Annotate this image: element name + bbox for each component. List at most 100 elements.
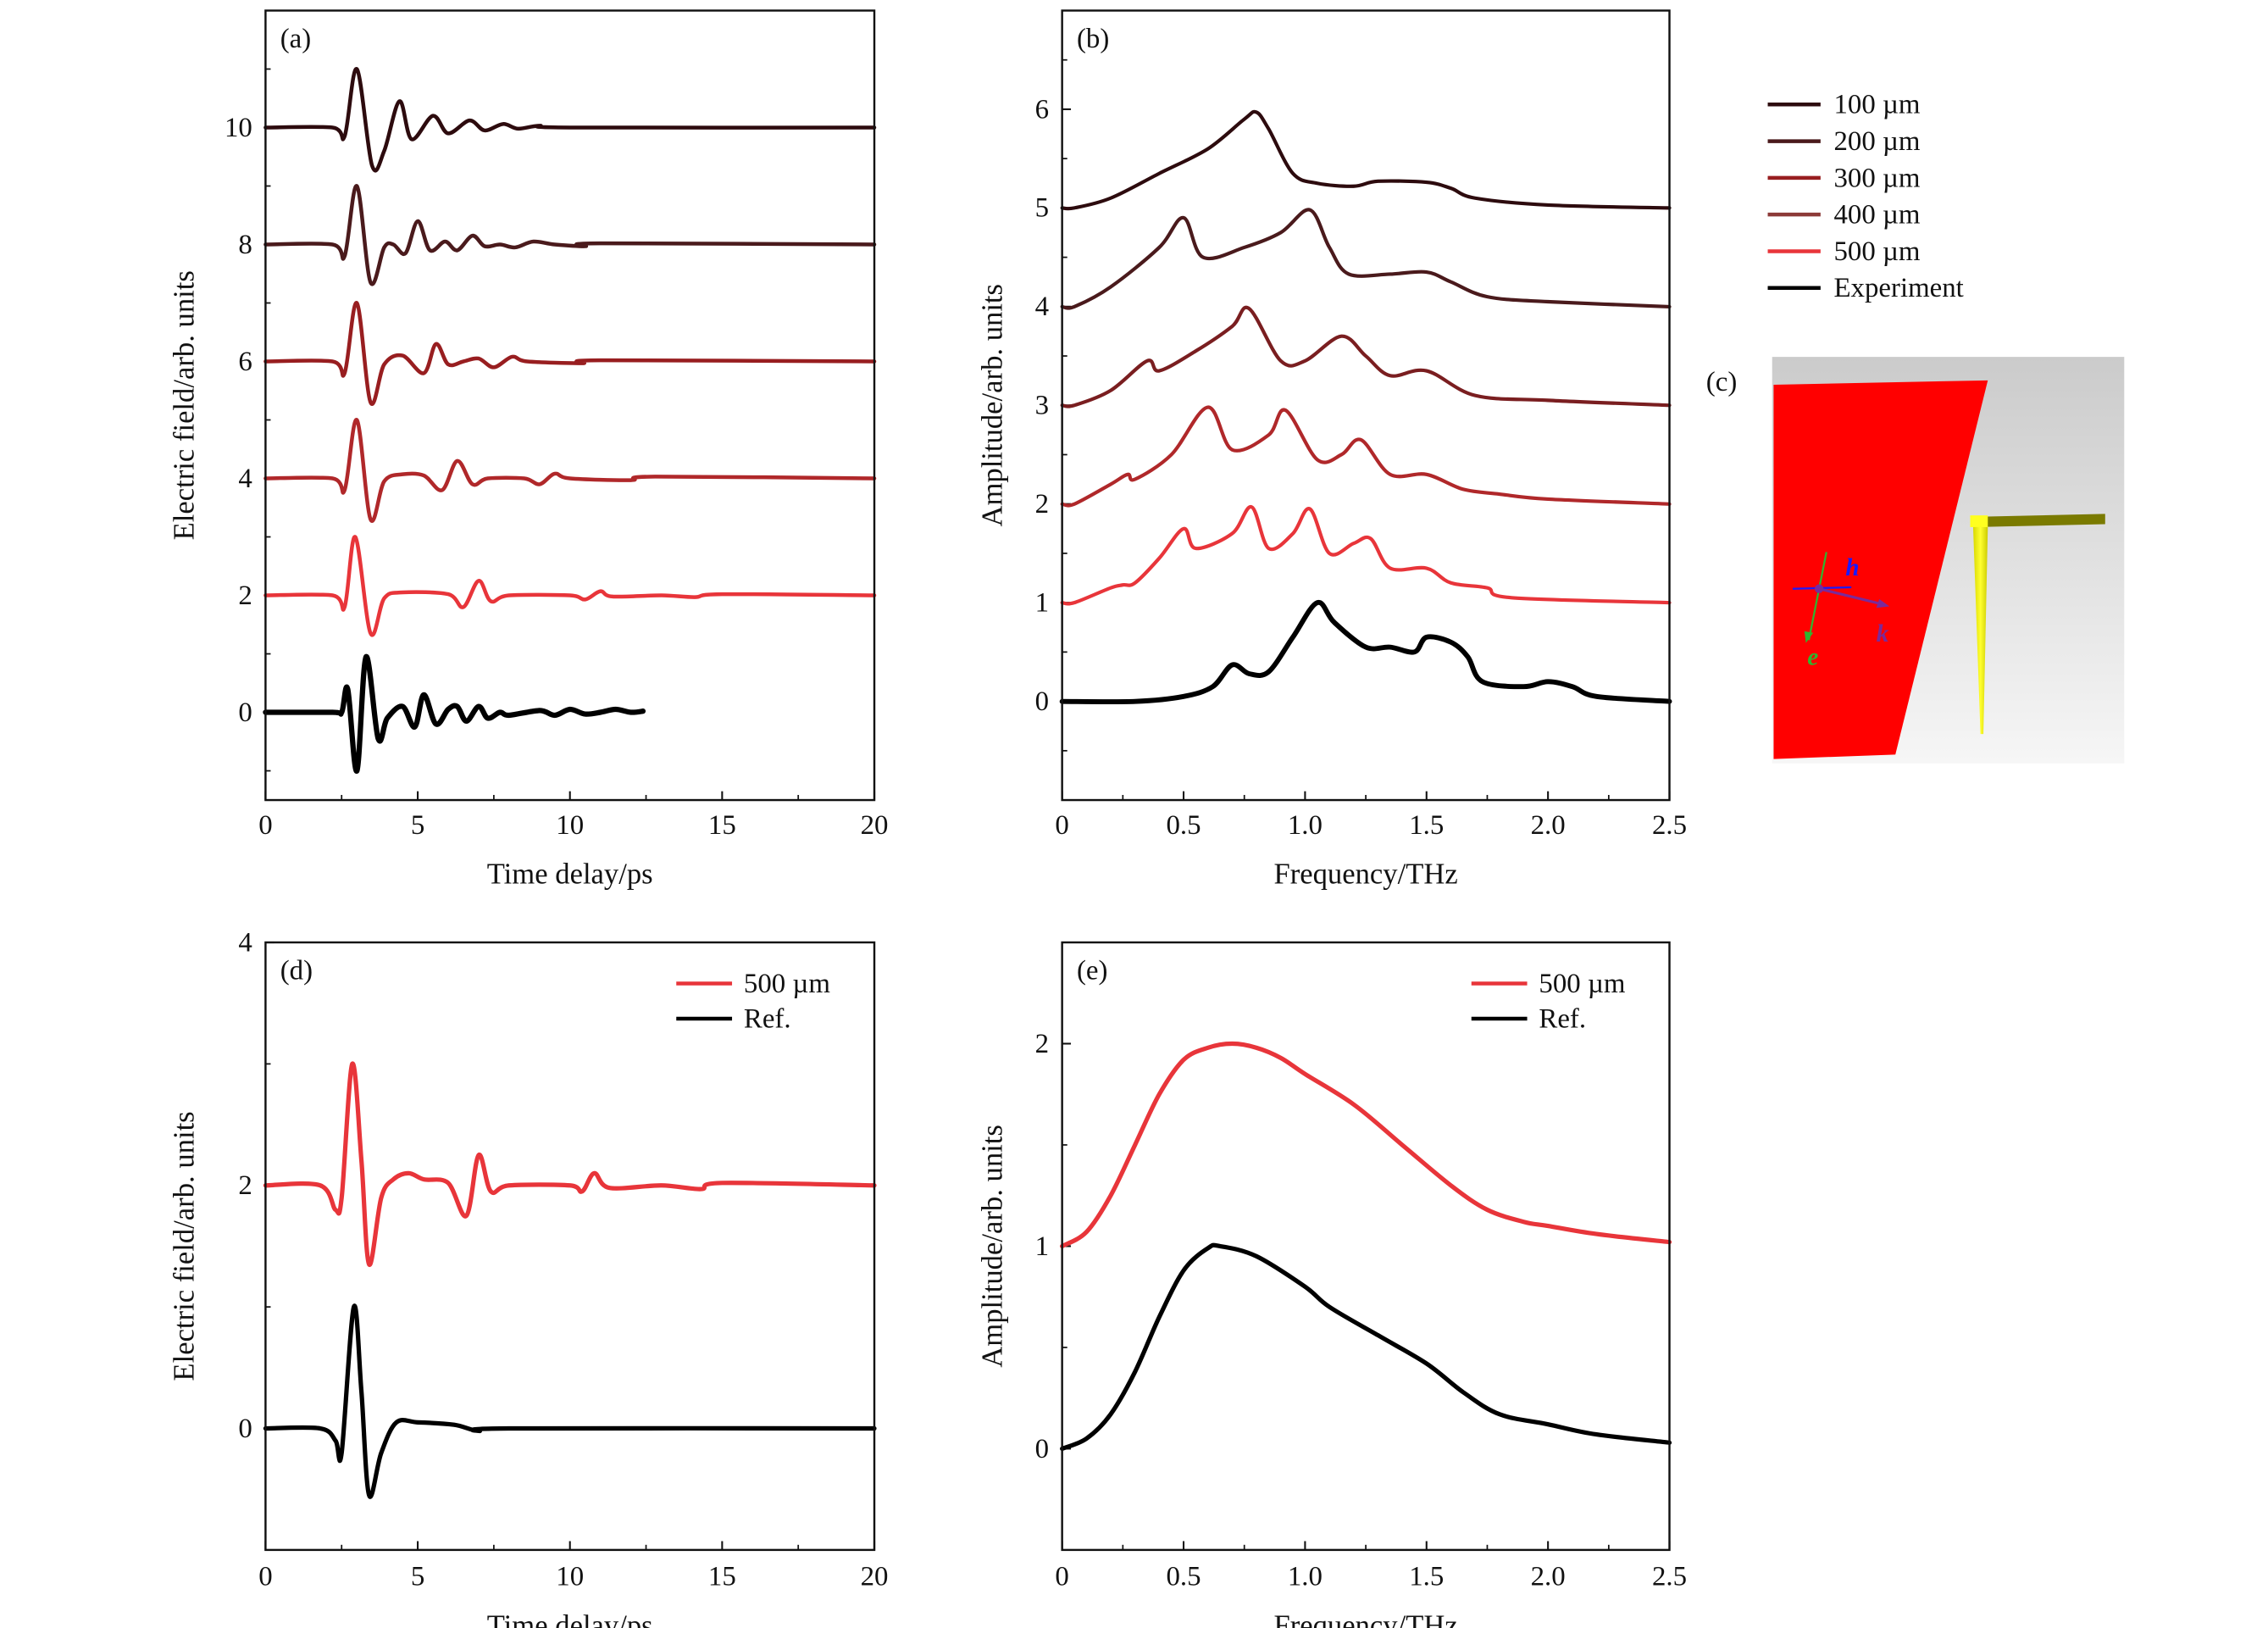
x-tick-label: 20 bbox=[861, 1561, 889, 1592]
x-tick-label: 0.5 bbox=[1166, 1561, 1201, 1592]
series-line-500um bbox=[263, 535, 877, 637]
x-tick-label: 2.5 bbox=[1652, 1561, 1687, 1592]
x-tick-label: 0 bbox=[1055, 1561, 1068, 1592]
panel-c-illustration: (c) e h k bbox=[1706, 357, 2125, 764]
y-tick-label: 10 bbox=[225, 113, 252, 143]
y-tick-label: 0 bbox=[1035, 1434, 1049, 1464]
k-vector-label: k bbox=[1877, 620, 1889, 647]
series-line-200um bbox=[1060, 208, 1672, 310]
y-tick-label: 3 bbox=[1035, 391, 1049, 421]
y-tick-label: 2 bbox=[1035, 489, 1049, 520]
probe-tip-base bbox=[1970, 515, 1988, 527]
probe-tip bbox=[1972, 526, 1988, 735]
x-tick-label: 0 bbox=[258, 810, 272, 841]
y-tick-label: 0 bbox=[238, 697, 252, 728]
x-tick-label: 1.0 bbox=[1288, 810, 1323, 841]
panel-d: 0 5 10 15 20 0 2 4 (d) Time delay/ps Electric fiel… bbox=[169, 927, 889, 1628]
x-tick-label: 1.5 bbox=[1409, 1561, 1444, 1592]
series-line-500-m bbox=[1060, 1041, 1672, 1249]
y-axis-title: Electric field/arb. units bbox=[169, 1111, 201, 1381]
x-axis-title: Time delay/ps bbox=[487, 858, 653, 891]
legend-label: 100 µm bbox=[1833, 90, 1920, 120]
y-tick-label: 4 bbox=[1035, 292, 1049, 322]
panel-e: 0 0.5 1.0 1.5 2.0 2.5 0 1 2 (e) Frequency/THz Ampli… bbox=[977, 941, 1687, 1628]
series-line-200um bbox=[263, 184, 877, 286]
h-vector-label: h bbox=[1845, 554, 1859, 581]
legend-label: 500 µm bbox=[1833, 236, 1920, 267]
legend-panel-b: 100 µm 200 µm 300 µm 400 µm 500 µm Experiment bbox=[1767, 90, 1964, 303]
vector-origin bbox=[1814, 584, 1824, 593]
x-axis-title: Time delay/ps bbox=[487, 1609, 653, 1628]
legend-label: 400 µm bbox=[1833, 200, 1920, 231]
k-vector-arrow bbox=[1818, 587, 1886, 607]
series-line-500um bbox=[1060, 505, 1672, 606]
panel-label: (e) bbox=[1077, 955, 1108, 986]
y-tick-label: 4 bbox=[238, 927, 252, 958]
x-tick-label: 2.0 bbox=[1531, 810, 1566, 841]
crystal-slab bbox=[1773, 380, 1988, 759]
panel-label: (a) bbox=[280, 24, 312, 54]
series-line-experiment bbox=[263, 653, 646, 774]
y-tick-label: 1 bbox=[1035, 588, 1049, 619]
y-axis-title: Amplitude/arb. units bbox=[977, 1125, 1009, 1368]
x-tick-label: 0 bbox=[258, 1561, 272, 1592]
k-arrowhead-icon bbox=[1876, 598, 1890, 608]
y-tick-label: 2 bbox=[238, 581, 252, 611]
legend-label: 300 µm bbox=[1833, 163, 1920, 193]
series-line-100um bbox=[1060, 109, 1672, 211]
x-tick-label: 0 bbox=[1055, 810, 1068, 841]
plot-frame bbox=[1061, 9, 1671, 802]
panel-label: (b) bbox=[1077, 24, 1109, 54]
probe-arm bbox=[1972, 514, 2105, 527]
x-tick-label: 20 bbox=[861, 810, 889, 841]
series-line-400um bbox=[263, 418, 877, 523]
plot-frame bbox=[1061, 941, 1671, 1552]
x-tick-label: 10 bbox=[556, 1561, 584, 1592]
x-tick-label: 10 bbox=[556, 810, 584, 841]
y-axis-title: Electric field/arb. units bbox=[169, 270, 201, 540]
y-tick-label: 5 bbox=[1035, 193, 1049, 224]
series-line-ref- bbox=[1060, 1242, 1672, 1451]
legend-label: 500 µm bbox=[744, 969, 830, 999]
series-line-100um bbox=[263, 67, 877, 173]
x-tick-label: 1.5 bbox=[1409, 810, 1444, 841]
panel-label-c: (c) bbox=[1706, 367, 1738, 397]
x-tick-label: 2.5 bbox=[1652, 810, 1687, 841]
series-line-300um bbox=[263, 301, 877, 407]
plot-frame bbox=[264, 941, 876, 1552]
y-tick-label: 2 bbox=[1035, 1029, 1049, 1059]
y-tick-label: 0 bbox=[1035, 686, 1049, 717]
x-tick-label: 5 bbox=[411, 1561, 424, 1592]
e-vector-arrow bbox=[1807, 552, 1827, 641]
series-line-400um bbox=[1060, 405, 1672, 508]
y-tick-label: 2 bbox=[238, 1170, 252, 1201]
x-tick-label: 2.0 bbox=[1531, 1561, 1566, 1592]
x-tick-label: 1.0 bbox=[1288, 1561, 1323, 1592]
y-tick-label: 1 bbox=[1035, 1231, 1049, 1262]
y-axis-title: Amplitude/arb. units bbox=[977, 284, 1009, 527]
plot-frame bbox=[264, 9, 876, 802]
legend-label: Experiment bbox=[1833, 273, 1963, 303]
series-line-300um bbox=[1060, 305, 1672, 408]
y-tick-label: 8 bbox=[238, 230, 252, 260]
x-axis-title: Frequency/THz bbox=[1273, 858, 1457, 891]
e-vector-label: e bbox=[1807, 644, 1818, 671]
panel-b: 0 0.5 1.0 1.5 2.0 2.5 0 1 2 3 4 5 6 (b) Frequency/THz A… bbox=[977, 9, 1687, 891]
e-arrowhead-icon bbox=[1804, 631, 1814, 643]
series-line-ref- bbox=[263, 1303, 877, 1499]
series-line-experiment bbox=[1059, 600, 1672, 705]
legend-label: 500 µm bbox=[1539, 969, 1625, 999]
y-tick-label: 4 bbox=[238, 464, 252, 494]
y-tick-label: 6 bbox=[238, 347, 252, 377]
x-tick-label: 0.5 bbox=[1166, 810, 1201, 841]
x-axis-title: Frequency/THz bbox=[1273, 1609, 1457, 1628]
y-tick-label: 6 bbox=[1035, 94, 1049, 125]
panel-label: (d) bbox=[280, 955, 313, 986]
y-tick-label: 0 bbox=[238, 1414, 252, 1444]
x-tick-label: 15 bbox=[708, 1561, 736, 1592]
series-line-500-m bbox=[263, 1061, 877, 1267]
panel-a: 0 5 10 15 20 0 2 4 6 8 10 (a) Time delay/ps Electric … bbox=[169, 9, 889, 891]
legend-label: Ref. bbox=[744, 1003, 791, 1034]
